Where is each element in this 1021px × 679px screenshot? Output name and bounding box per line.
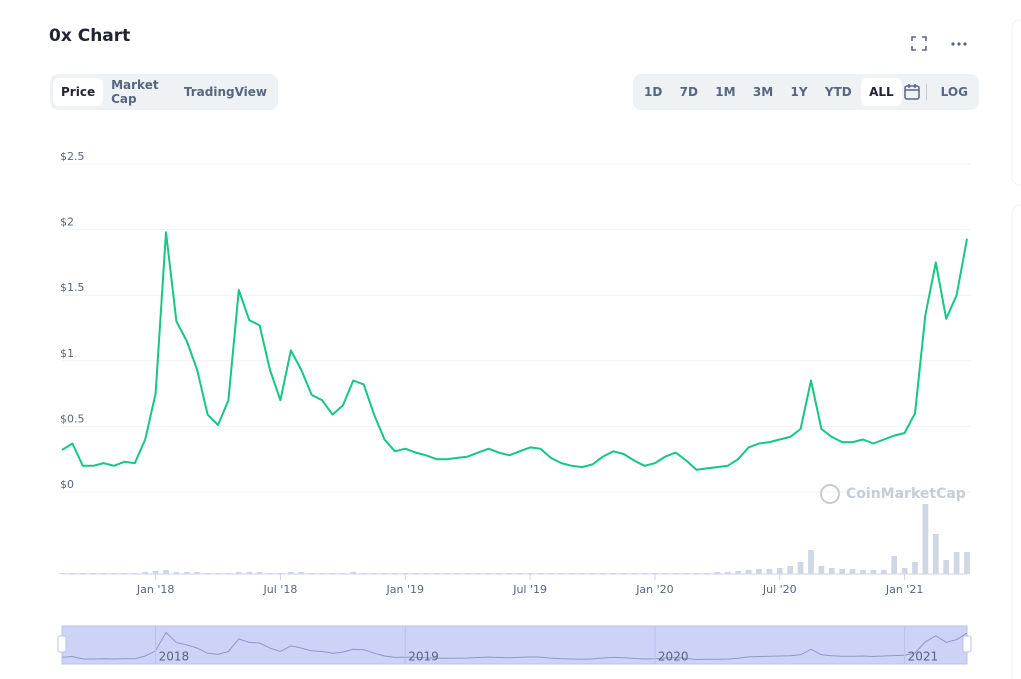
volume-bar <box>766 569 773 574</box>
volume-bar <box>808 550 814 574</box>
volume-bar <box>953 552 960 574</box>
volume-bar <box>142 572 149 574</box>
range-group: 1D 7D 1M 3M 1Y YTD ALL LOG <box>633 74 979 110</box>
side-panel <box>1011 19 1021 186</box>
navigator-label: 2020 <box>658 650 689 664</box>
volume-bar <box>880 570 887 574</box>
x-tick-label: Jul '20 <box>762 583 797 596</box>
navigator-label: 2021 <box>908 650 939 664</box>
volume-bar <box>964 552 970 574</box>
more-icon[interactable] <box>951 42 967 46</box>
volume-bar <box>818 566 825 574</box>
volume-bar <box>912 562 918 574</box>
x-tick-label: Jan '21 <box>885 583 923 596</box>
tab-button[interactable]: Market Cap <box>111 78 159 106</box>
volume-bar <box>173 572 180 574</box>
navigator-label: 2019 <box>408 650 439 664</box>
volume-bar <box>828 568 835 574</box>
x-tick-label: Jan '20 <box>635 583 673 596</box>
separator <box>926 84 928 100</box>
range-button[interactable]: 1D <box>644 85 663 99</box>
y-tick-label: $1 <box>60 347 74 360</box>
volume-bar <box>287 572 294 574</box>
range-button[interactable]: 1M <box>715 85 736 99</box>
volume-bar <box>787 566 794 574</box>
volume-bar <box>246 572 253 574</box>
volume-bar <box>922 504 929 574</box>
y-tick-label: $0 <box>60 478 74 491</box>
navigator-label: 2018 <box>159 650 190 664</box>
volume-bar <box>152 571 159 574</box>
y-tick-label: $0.5 <box>60 412 85 425</box>
tab-button[interactable]: TradingView <box>183 85 267 99</box>
log-button[interactable]: LOG <box>940 85 968 99</box>
navigator-handle[interactable] <box>962 635 972 653</box>
volume-bar <box>870 570 877 574</box>
price-line <box>61 231 968 471</box>
volume-bar <box>745 570 752 574</box>
volume-bar <box>891 556 898 574</box>
volume-bar <box>350 572 357 574</box>
volume-bar <box>194 572 201 574</box>
x-tick-label: Jul '18 <box>263 583 298 596</box>
volume-bar <box>943 560 950 574</box>
volume-bar <box>776 568 783 574</box>
fullscreen-icon[interactable] <box>911 36 927 51</box>
side-panel <box>1011 204 1021 679</box>
volume-bar <box>932 534 939 574</box>
volume-bar <box>298 572 305 574</box>
volume-bar <box>756 569 762 574</box>
chart-title: 0x Chart <box>49 26 131 46</box>
tab-button[interactable]: Price <box>53 78 104 106</box>
range-button[interactable]: YTD <box>824 85 852 99</box>
volume-bar <box>724 572 731 574</box>
range-button[interactable]: 7D <box>679 85 698 99</box>
volume-bar <box>860 570 866 574</box>
volume-bar <box>235 572 242 574</box>
watermark: CoinMarketCap <box>846 486 966 502</box>
x-tick-label: Jul '19 <box>512 583 547 596</box>
volume-bar <box>183 572 190 574</box>
watermark-logo <box>820 484 840 504</box>
volume-bar <box>714 572 721 574</box>
x-tick-label: Jan '19 <box>386 583 424 596</box>
y-tick-label: $1.5 <box>60 281 85 294</box>
y-tick-label: $2 <box>60 216 74 229</box>
range-button[interactable]: 1Y <box>790 85 808 99</box>
range-button[interactable]: ALL <box>861 78 902 106</box>
tab-group: Price Market Cap TradingView <box>50 74 278 110</box>
volume-bar <box>163 570 169 574</box>
calendar-icon[interactable] <box>903 83 921 101</box>
volume-bar <box>901 568 908 574</box>
x-tick-label: Jan '18 <box>136 583 174 596</box>
volume-bar <box>735 571 742 574</box>
navigator-handle[interactable] <box>57 635 67 653</box>
volume-bar <box>256 572 263 574</box>
volume-bar <box>797 562 804 574</box>
y-tick-label: $2.5 <box>60 150 85 163</box>
range-button[interactable]: 3M <box>752 85 774 99</box>
navigator-line <box>61 631 968 661</box>
volume-bar <box>839 569 846 574</box>
navigator <box>61 625 968 665</box>
volume-bar <box>849 569 856 574</box>
